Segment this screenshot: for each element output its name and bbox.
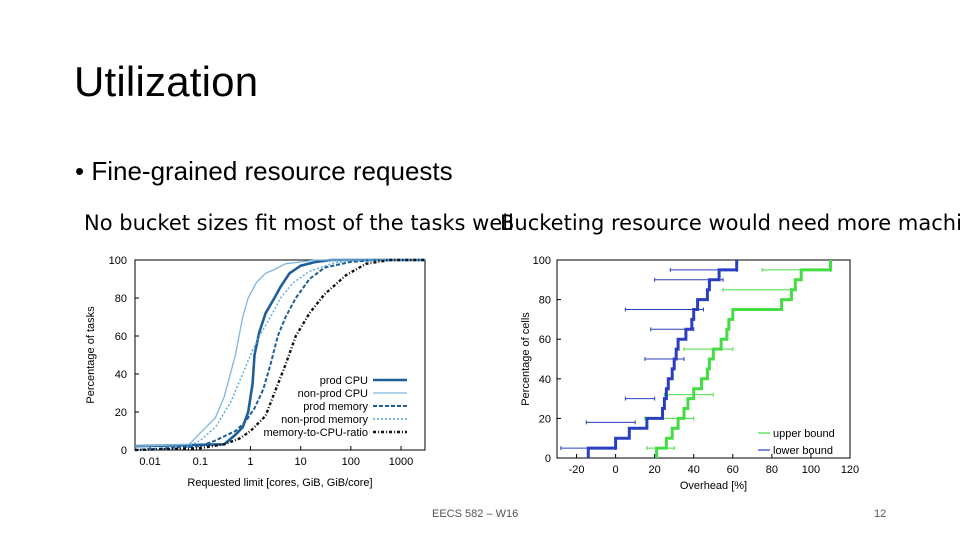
y-tick-label: 20: [539, 413, 551, 425]
x-tick-label: 1: [247, 456, 253, 468]
series-line-memory-to-CPU-ratio: [134, 258, 425, 452]
chart-bucketing-overhead: 0 20 40 60 80 100 -20 0 20 40 60 80 100 120 Overhead […: [520, 255, 859, 492]
y-tick-label: 80: [115, 293, 127, 305]
y-tick-label: 40: [115, 369, 127, 381]
series-line-non-prod-memory: [134, 259, 425, 451]
y-tick-label: 60: [115, 331, 127, 343]
chart-resource-requests: 0 20 40 60 80 100 0.01 0.1 1 10 100 1000 Requested l…: [85, 255, 426, 489]
page-number: 12: [874, 508, 887, 520]
series-line-upper-bound: [655, 260, 832, 458]
caption-left: No bucket sizes fit most of the tasks we…: [84, 211, 514, 235]
x-tick-label: 100: [342, 456, 360, 468]
legend-label: memory-to-CPU-ratio: [263, 427, 368, 439]
x-tick-label: 0.1: [193, 456, 208, 468]
legend-label: upper bound: [773, 428, 835, 440]
x-tick-label: 80: [766, 464, 778, 476]
y-tick-label: 100: [109, 255, 127, 267]
y-tick-label: 100: [533, 255, 551, 267]
x-tick-label: 1000: [389, 456, 413, 468]
x-tick-label: 0: [613, 464, 619, 476]
legend-label: non-prod memory: [281, 414, 368, 426]
y-tick-label: 60: [539, 334, 551, 346]
x-tick-label: 100: [802, 464, 820, 476]
x-tick-label: 40: [688, 464, 700, 476]
bullet-point: • Fine-grained resource requests: [75, 156, 453, 186]
x-tick-label: -20: [569, 464, 585, 476]
legend-label: prod memory: [303, 401, 368, 413]
plot-frame: [134, 259, 426, 451]
y-tick-label: 40: [539, 374, 551, 386]
y-axis-label: Percentage of tasks: [85, 306, 97, 404]
legend-label: lower bound: [773, 445, 833, 457]
y-tick-label: 80: [539, 295, 551, 307]
legend-label: non-prod CPU: [298, 388, 368, 400]
x-tick-label: 20: [649, 464, 661, 476]
y-tick-label: 20: [115, 407, 127, 419]
slide-title: Utilization: [74, 58, 259, 105]
x-tick-label: 0.01: [139, 456, 160, 468]
footer-course: EECS 582 – W16: [432, 508, 519, 520]
x-axis-label: Overhead [%]: [680, 480, 747, 492]
series-line-prod-CPU: [134, 258, 425, 448]
y-tick-label: 0: [121, 445, 127, 457]
x-tick-label: 60: [727, 464, 739, 476]
x-tick-label: 10: [295, 456, 307, 468]
plot-frame: [556, 259, 851, 459]
y-tick-label: 0: [545, 453, 551, 465]
x-tick-label: 120: [841, 464, 859, 476]
x-axis-label: Requested limit [cores, GiB, GiB/core]: [187, 477, 372, 489]
series-line-non-prod-CPU: [134, 259, 425, 447]
caption-right: Bucketing resource would need more machi…: [500, 211, 960, 235]
legend-label: prod CPU: [320, 375, 368, 387]
y-axis-label: Percentage of cells: [520, 312, 532, 406]
series-line-prod-memory: [134, 259, 425, 451]
